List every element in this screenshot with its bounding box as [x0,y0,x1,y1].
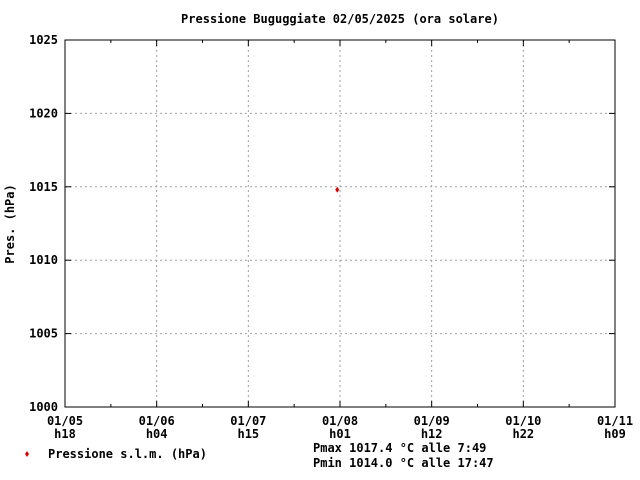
x-tick-label-hour: h04 [146,427,168,441]
y-tick-label: 1015 [29,180,58,194]
x-tick-label-date: 01/06 [139,414,175,428]
x-tick-label-hour: h18 [54,427,76,441]
data-points [335,186,340,193]
x-tick-label-hour: h09 [604,427,626,441]
x-tick-label-date: 01/07 [230,414,266,428]
x-tick-label-date: 01/08 [322,414,358,428]
y-tick-label: 1020 [29,106,58,120]
x-tick-label-date: 01/11 [597,414,633,428]
y-tick-label: 1010 [29,253,58,267]
y-axis-label: Pres. (hPa) [3,184,17,263]
legend-label: Pressione s.l.m. (hPa) [48,447,207,461]
x-tick-label-hour: h15 [237,427,259,441]
data-point [335,186,340,193]
pressure-min-label: Pmin 1014.0 °C alle 17:47 [313,456,494,470]
grid-lines [65,40,615,407]
x-tick-label-hour: h22 [512,427,534,441]
x-tick-label-hour: h12 [421,427,443,441]
pressure-max-label: Pmax 1017.4 °C alle 7:49 [313,441,486,455]
legend: Pressione s.l.m. (hPa) [25,447,207,461]
legend-marker [25,451,29,457]
x-tick-label-date: 01/05 [47,414,83,428]
y-tick-label: 1025 [29,33,58,47]
y-tick-label: 1005 [29,327,58,341]
x-tick-label-date: 01/09 [414,414,450,428]
x-tick-label-date: 01/10 [505,414,541,428]
y-tick-label: 1000 [29,400,58,414]
x-tick-label-hour: h01 [329,427,351,441]
chart-title: Pressione Buguggiate 02/05/2025 (ora sol… [181,12,499,26]
y-axis: 1000 1005 1010 1015 1020 1025 [29,33,615,414]
